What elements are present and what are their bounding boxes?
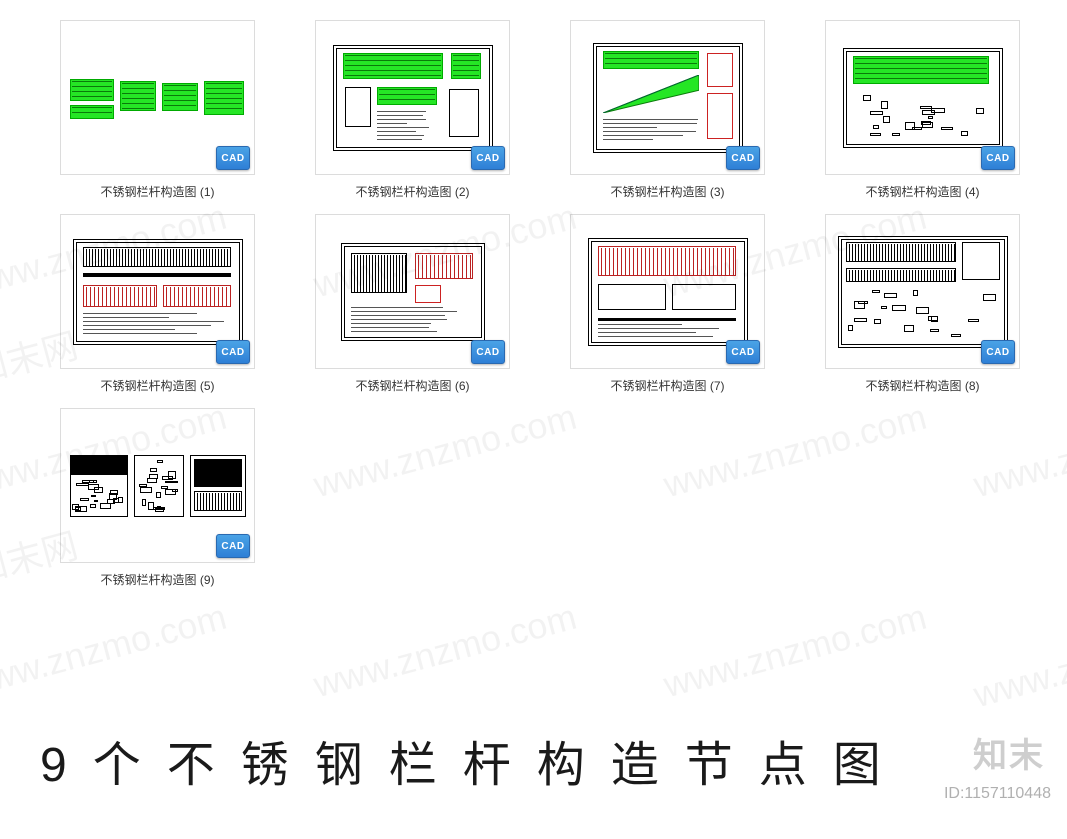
file-item[interactable]: CAD不锈钢栏杆构造图 (8): [805, 214, 1040, 394]
cad-badge-icon: CAD: [981, 146, 1015, 170]
cad-drawing: [333, 45, 493, 151]
file-label: 不锈钢栏杆构造图 (2): [355, 183, 469, 200]
watermark-text: www.znzmo.com: [659, 596, 931, 706]
cad-drawing: [68, 451, 248, 521]
file-thumbnail[interactable]: CAD: [315, 214, 510, 369]
file-item[interactable]: CAD不锈钢栏杆构造图 (2): [295, 20, 530, 200]
watermark-text: www.znzmo.com: [309, 596, 581, 706]
file-thumbnail[interactable]: CAD: [825, 20, 1020, 175]
cad-badge-icon: CAD: [216, 340, 250, 364]
file-item[interactable]: CAD不锈钢栏杆构造图 (4): [805, 20, 1040, 200]
file-thumbnail[interactable]: CAD: [825, 214, 1020, 369]
file-item[interactable]: CAD不锈钢栏杆构造图 (3): [550, 20, 785, 200]
corner-logo: 知末: [973, 728, 1045, 777]
cad-badge-icon: CAD: [471, 340, 505, 364]
file-thumbnail[interactable]: CAD: [60, 408, 255, 563]
file-item[interactable]: CAD不锈钢栏杆构造图 (1): [40, 20, 275, 200]
file-label: 不锈钢栏杆构造图 (1): [100, 183, 214, 200]
cad-drawing: [341, 243, 485, 341]
file-label: 不锈钢栏杆构造图 (5): [100, 377, 214, 394]
page-title: 9个不锈钢栏杆构造节点图: [40, 725, 907, 795]
corner-id: ID:1157110448: [944, 785, 1051, 803]
cad-badge-icon: CAD: [216, 146, 250, 170]
file-thumbnail[interactable]: CAD: [315, 20, 510, 175]
cad-badge-icon: CAD: [726, 146, 760, 170]
file-thumbnail[interactable]: CAD: [570, 214, 765, 369]
file-label: 不锈钢栏杆构造图 (9): [100, 571, 214, 588]
file-item[interactable]: CAD不锈钢栏杆构造图 (5): [40, 214, 275, 394]
cad-drawing: [838, 236, 1008, 348]
cad-badge-icon: CAD: [216, 534, 250, 558]
file-item[interactable]: CAD不锈钢栏杆构造图 (9): [40, 408, 275, 588]
file-thumbnail[interactable]: CAD: [570, 20, 765, 175]
file-label: 不锈钢栏杆构造图 (6): [355, 377, 469, 394]
file-label: 不锈钢栏杆构造图 (3): [610, 183, 724, 200]
file-label: 不锈钢栏杆构造图 (4): [865, 183, 979, 200]
file-label: 不锈钢栏杆构造图 (7): [610, 377, 724, 394]
cad-badge-icon: CAD: [726, 340, 760, 364]
cad-drawing: [68, 75, 248, 121]
file-label: 不锈钢栏杆构造图 (8): [865, 377, 979, 394]
cad-badge-icon: CAD: [471, 146, 505, 170]
cad-drawing: [73, 239, 243, 345]
file-thumbnail[interactable]: CAD: [60, 214, 255, 369]
thumbnail-grid: CAD不锈钢栏杆构造图 (1)CAD不锈钢栏杆构造图 (2)CAD不锈钢栏杆构造…: [0, 0, 1067, 588]
cad-badge-icon: CAD: [981, 340, 1015, 364]
cad-drawing: [588, 238, 748, 346]
file-thumbnail[interactable]: CAD: [60, 20, 255, 175]
file-item[interactable]: CAD不锈钢栏杆构造图 (6): [295, 214, 530, 394]
cad-drawing: [843, 48, 1003, 148]
cad-drawing: [593, 43, 743, 153]
watermark-text: www.znzmo.com: [969, 606, 1067, 716]
file-item[interactable]: CAD不锈钢栏杆构造图 (7): [550, 214, 785, 394]
watermark-text: www.znzmo.com: [0, 596, 231, 706]
